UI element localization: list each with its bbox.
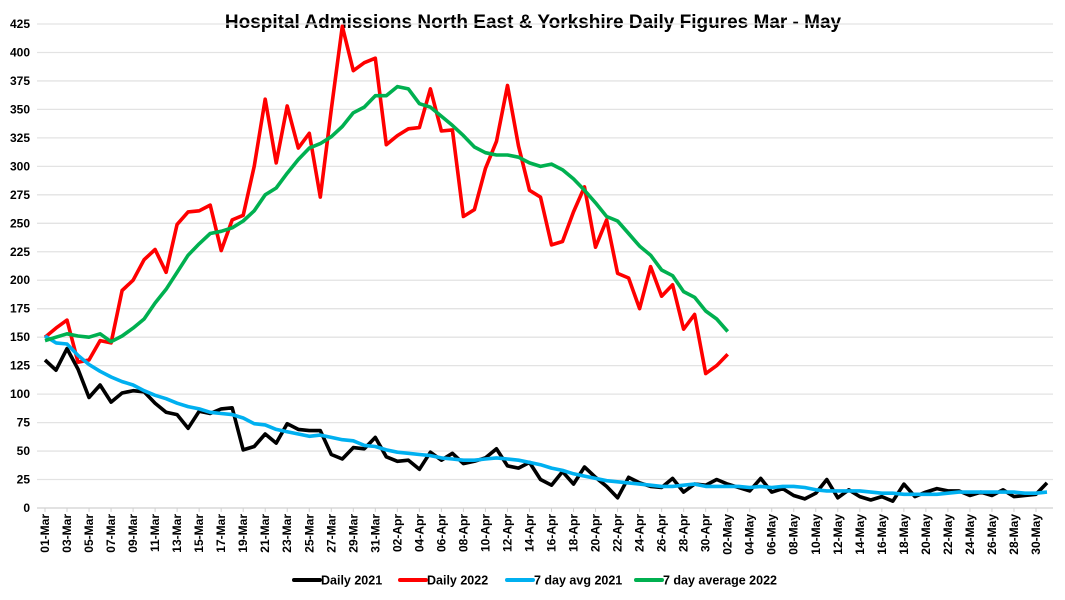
x-tick-label: 14-May (853, 514, 867, 555)
x-tick-label: 16-Apr (545, 514, 559, 552)
x-tick-label: 16-May (875, 514, 889, 555)
x-tick-label: 30-Apr (699, 514, 713, 552)
x-tick-label: 27-Mar (324, 514, 338, 553)
x-tick-label: 05-Mar (82, 514, 96, 553)
series-lines (43, 24, 1049, 504)
y-tick-label: 150 (10, 330, 30, 344)
x-tick-label: 17-Mar (214, 514, 228, 553)
x-tick-label: 26-May (985, 514, 999, 555)
legend-label: Daily 2022 (427, 574, 488, 588)
y-tick-label: 125 (10, 359, 30, 373)
x-tick-label: 04-May (743, 514, 757, 555)
y-tick-label: 300 (10, 159, 30, 173)
x-tick-label: 29-Mar (346, 514, 360, 553)
x-tick-label: 19-Mar (236, 514, 250, 553)
x-tick-label: 18-May (897, 514, 911, 555)
x-tick-label: 03-Mar (60, 514, 74, 553)
legend-label: Daily 2021 (321, 574, 382, 588)
x-tick-label: 15-Mar (192, 514, 206, 553)
x-axis-ticks: 01-Mar 03-Mar 05-Mar 07-Mar 09-Mar 11-Mar 13-M… (38, 508, 1043, 555)
legend-item: Daily 2021 (292, 574, 382, 588)
x-tick-label: 30-May (1029, 514, 1043, 555)
y-tick-label: 75 (17, 416, 31, 430)
x-tick-label: 01-Mar (38, 514, 52, 553)
x-tick-label: 24-May (963, 514, 977, 555)
x-tick-label: 20-Apr (589, 514, 603, 552)
y-tick-label: 400 (10, 45, 30, 59)
x-tick-label: 06-Apr (434, 514, 448, 552)
x-tick-label: 10-May (809, 514, 823, 555)
gridlines (37, 23, 1053, 509)
x-tick-label: 31-Mar (368, 514, 382, 553)
y-tick-label: 225 (10, 245, 30, 259)
legend-label: 7 day average 2022 (663, 574, 777, 588)
y-tick-label: 250 (10, 216, 30, 230)
x-tick-label: 02-May (721, 514, 735, 555)
y-tick-label: 25 (17, 473, 31, 487)
y-axis-ticks: 0 25 50 75 100 125 150 175 200 225 250 275 300 325 350… (10, 17, 30, 515)
x-tick-label: 25-Mar (302, 514, 316, 553)
x-tick-label: 26-Apr (655, 514, 669, 552)
x-tick-label: 13-Mar (170, 514, 184, 553)
legend-item: 7 day avg 2021 (505, 574, 622, 588)
x-tick-label: 09-Mar (126, 514, 140, 553)
x-tick-label: 04-Apr (412, 514, 426, 552)
y-tick-label: 175 (10, 302, 30, 316)
y-tick-label: 50 (17, 444, 31, 458)
y-tick-label: 425 (10, 17, 30, 31)
series-line-7-day-avg-2021 (44, 334, 1048, 497)
x-tick-label: 14-Apr (522, 514, 536, 552)
x-tick-label: 23-Mar (280, 514, 294, 553)
series-line-daily-2022 (43, 24, 729, 376)
legend-label: 7 day avg 2021 (534, 574, 622, 588)
y-tick-label: 325 (10, 131, 30, 145)
x-tick-label: 06-May (765, 514, 779, 555)
legend-item: Daily 2022 (398, 574, 488, 588)
y-tick-label: 275 (10, 188, 30, 202)
x-tick-label: 08-Apr (456, 514, 470, 552)
x-tick-label: 21-Mar (258, 514, 272, 553)
x-tick-label: 10-Apr (478, 514, 492, 552)
x-tick-label: 28-Apr (677, 514, 691, 552)
x-tick-label: 28-May (1007, 514, 1021, 555)
x-tick-label: 08-May (787, 514, 801, 555)
series-line-7-day-average-2022 (44, 84, 730, 344)
legend: Daily 2021 Daily 2022 7 day avg 2021 7 day … (292, 574, 777, 588)
chart-title: Hospital Admissions North East & Yorkshi… (225, 12, 842, 33)
x-tick-label: 20-May (919, 514, 933, 555)
x-tick-label: 22-Apr (611, 514, 625, 552)
y-tick-label: 350 (10, 102, 30, 116)
x-tick-label: 12-May (831, 514, 845, 555)
y-tick-label: 200 (10, 273, 30, 287)
y-tick-label: 0 (23, 501, 30, 515)
legend-item: 7 day average 2022 (634, 574, 777, 588)
x-tick-label: 11-Mar (148, 514, 162, 552)
x-tick-label: 07-Mar (104, 514, 118, 553)
y-tick-label: 100 (10, 387, 30, 401)
x-tick-label: 02-Apr (390, 514, 404, 552)
y-tick-label: 375 (10, 74, 30, 88)
x-tick-label: 24-Apr (633, 514, 647, 552)
x-tick-label: 18-Apr (567, 514, 581, 552)
series-line-daily-2021 (43, 346, 1049, 504)
x-tick-label: 12-Apr (500, 514, 514, 552)
x-tick-label: 22-May (941, 514, 955, 555)
